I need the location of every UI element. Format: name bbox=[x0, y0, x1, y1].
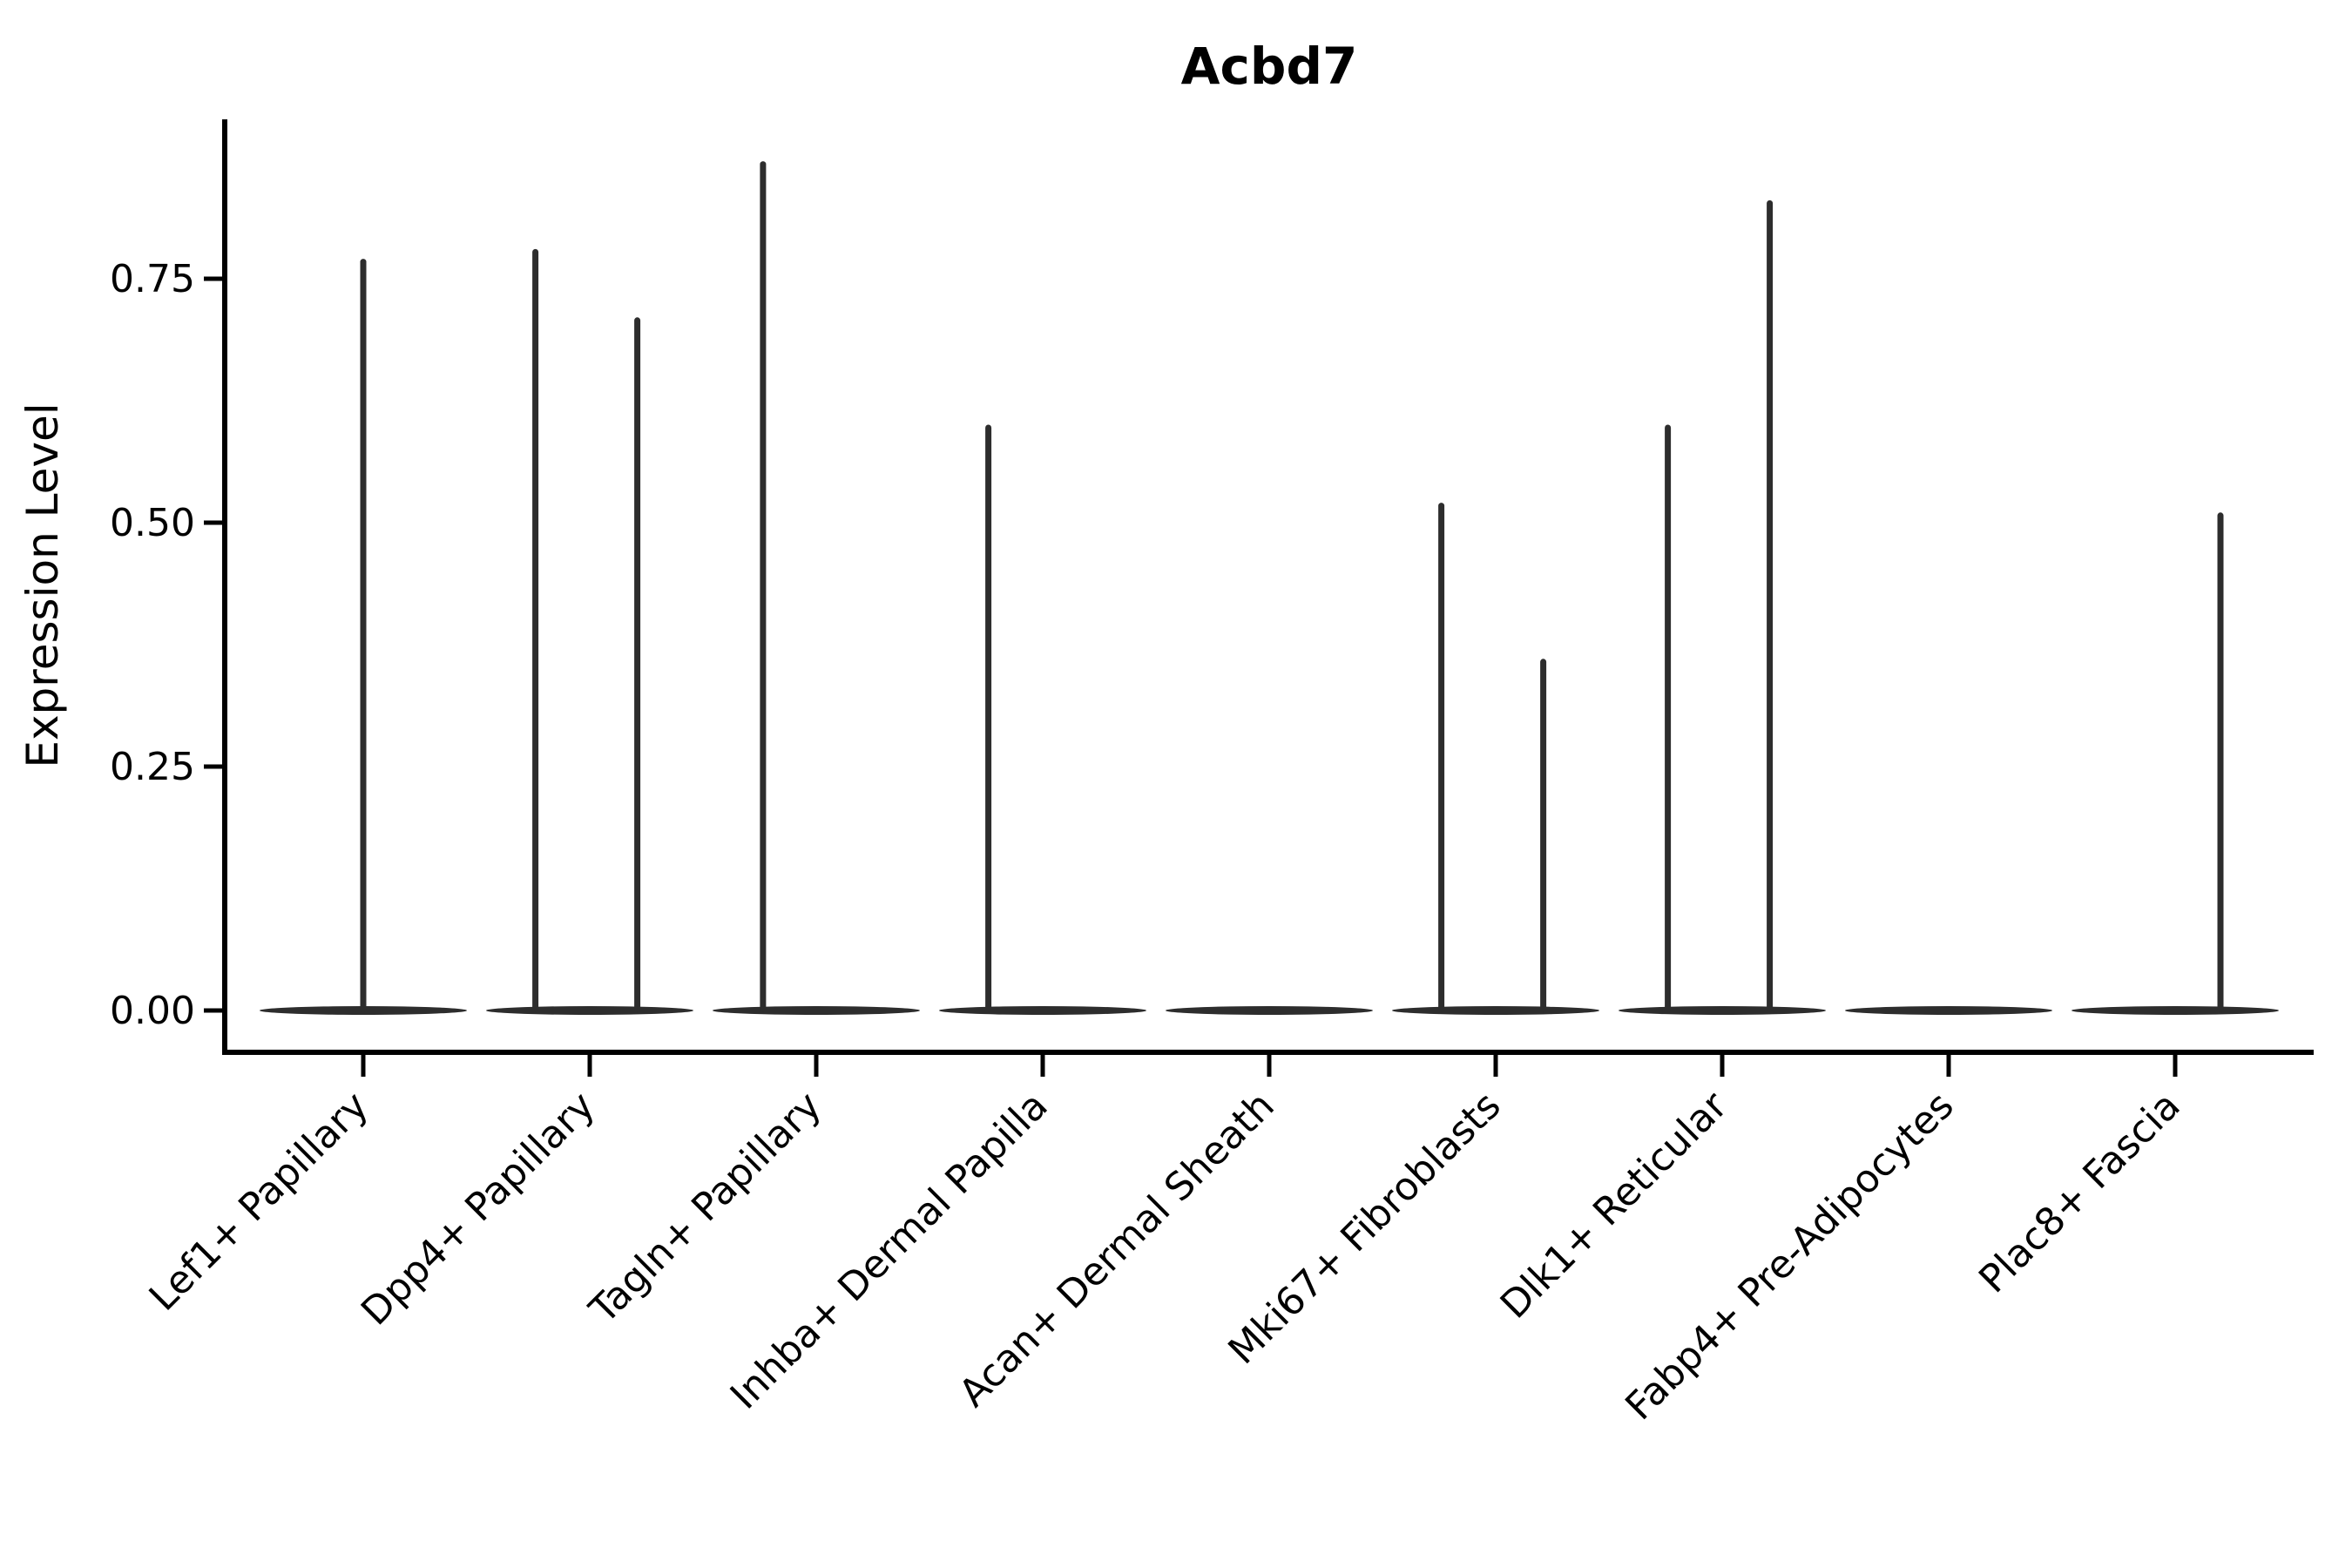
violin-layer bbox=[260, 161, 2279, 1015]
y-tick-label: 0.00 bbox=[110, 989, 195, 1033]
violin-base bbox=[2072, 1006, 2279, 1015]
y-tick-label: 0.75 bbox=[110, 257, 195, 301]
violin-base bbox=[939, 1006, 1146, 1015]
violin-base bbox=[1845, 1006, 2052, 1015]
x-category-label: Lef1+ Papillary bbox=[141, 1084, 377, 1320]
chart-title: Acbd7 bbox=[1181, 37, 1358, 96]
axis-layer bbox=[204, 119, 2314, 1077]
y-tick-label: 0.50 bbox=[110, 501, 195, 545]
x-category-label: Plac8+ Fascia bbox=[1970, 1084, 2189, 1302]
violin-base bbox=[486, 1006, 693, 1015]
x-category-label: Dpp4+ Papillary bbox=[353, 1084, 604, 1335]
x-category-label: Tagln+ Papillary bbox=[581, 1084, 830, 1333]
y-tick-label: 0.25 bbox=[110, 745, 195, 789]
violin-base bbox=[713, 1006, 920, 1015]
violin-base bbox=[1166, 1006, 1373, 1015]
y-axis-label: Expression Level bbox=[17, 402, 68, 767]
x-category-label: Dlk1+ Reticular bbox=[1492, 1083, 1737, 1328]
violin-base bbox=[1619, 1006, 1826, 1015]
violin-base bbox=[1392, 1006, 1599, 1015]
